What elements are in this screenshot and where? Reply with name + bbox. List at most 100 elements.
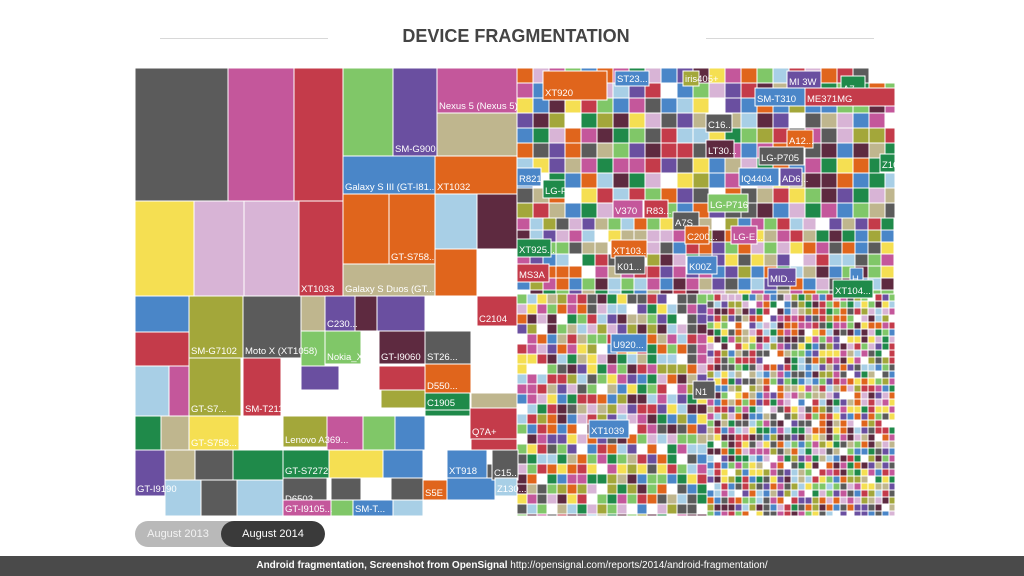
long-tail-device-tile[interactable] — [612, 97, 630, 114]
long-tail-device-tile[interactable] — [762, 468, 771, 477]
long-tail-device-tile[interactable] — [546, 493, 558, 505]
long-tail-device-tile[interactable] — [748, 433, 757, 442]
long-tail-device-tile[interactable] — [526, 343, 538, 355]
long-tail-device-tile[interactable] — [711, 289, 726, 295]
long-tail-device-tile[interactable] — [841, 241, 856, 255]
long-tail-device-tile[interactable] — [616, 323, 628, 335]
device-tile[interactable] — [164, 449, 196, 481]
long-tail-device-tile[interactable] — [580, 112, 598, 129]
long-tail-device-tile[interactable] — [762, 349, 771, 358]
long-tail-device-tile[interactable] — [790, 426, 799, 435]
long-tail-device-tile[interactable] — [762, 363, 771, 372]
long-tail-device-tile[interactable] — [741, 314, 750, 323]
long-tail-device-tile[interactable] — [825, 300, 834, 309]
long-tail-device-tile[interactable] — [769, 370, 778, 379]
long-tail-device-tile[interactable] — [607, 277, 622, 291]
long-tail-device-tile[interactable] — [594, 289, 609, 295]
long-tail-device-tile[interactable] — [888, 426, 895, 435]
long-tail-device-tile[interactable] — [815, 241, 830, 255]
long-tail-device-tile[interactable] — [804, 157, 822, 174]
device-tile[interactable] — [324, 330, 362, 365]
long-tail-device-tile[interactable] — [769, 349, 778, 358]
long-tail-device-tile[interactable] — [762, 398, 771, 407]
long-tail-device-tile[interactable] — [526, 363, 538, 375]
long-tail-device-tile[interactable] — [828, 253, 843, 267]
long-tail-device-tile[interactable] — [846, 412, 855, 421]
long-tail-device-tile[interactable] — [713, 307, 722, 316]
long-tail-device-tile[interactable] — [888, 468, 895, 477]
long-tail-device-tile[interactable] — [748, 377, 757, 386]
long-tail-device-tile[interactable] — [802, 229, 817, 243]
long-tail-device-tile[interactable] — [606, 373, 618, 385]
long-tail-device-tile[interactable] — [832, 489, 841, 498]
long-tail-device-tile[interactable] — [727, 398, 736, 407]
long-tail-device-tile[interactable] — [734, 503, 743, 512]
long-tail-device-tile[interactable] — [526, 303, 538, 315]
long-tail-device-tile[interactable] — [804, 398, 813, 407]
long-tail-device-tile[interactable] — [846, 468, 855, 477]
long-tail-device-tile[interactable] — [713, 370, 722, 379]
long-tail-device-tile[interactable] — [797, 328, 806, 337]
long-tail-device-tile[interactable] — [762, 419, 771, 428]
long-tail-device-tile[interactable] — [789, 253, 804, 267]
long-tail-device-tile[interactable] — [556, 513, 568, 516]
long-tail-device-tile[interactable] — [546, 453, 558, 465]
long-tail-device-tile[interactable] — [580, 202, 598, 219]
long-tail-device-tile[interactable] — [676, 97, 694, 114]
long-tail-device-tile[interactable] — [881, 293, 890, 302]
long-tail-device-tile[interactable] — [804, 202, 822, 219]
long-tail-device-tile[interactable] — [586, 343, 598, 355]
long-tail-device-tile[interactable] — [606, 513, 618, 516]
long-tail-device-tile[interactable] — [804, 391, 813, 400]
long-tail-device-tile[interactable] — [526, 403, 538, 415]
device-tile[interactable] — [424, 363, 472, 394]
long-tail-device-tile[interactable] — [860, 377, 869, 386]
long-tail-device-tile[interactable] — [748, 447, 757, 456]
long-tail-device-tile[interactable] — [769, 510, 778, 516]
long-tail-device-tile[interactable] — [616, 383, 628, 395]
long-tail-device-tile[interactable] — [720, 335, 729, 344]
long-tail-device-tile[interactable] — [769, 342, 778, 351]
long-tail-device-tile[interactable] — [748, 356, 757, 365]
long-tail-device-tile[interactable] — [606, 393, 618, 405]
long-tail-device-tile[interactable] — [616, 513, 628, 516]
long-tail-device-tile[interactable] — [748, 412, 757, 421]
long-tail-device-tile[interactable] — [783, 349, 792, 358]
long-tail-device-tile[interactable] — [825, 328, 834, 337]
long-tail-device-tile[interactable] — [853, 482, 862, 491]
long-tail-device-tile[interactable] — [536, 413, 548, 425]
long-tail-device-tile[interactable] — [867, 229, 882, 243]
long-tail-device-tile[interactable] — [737, 265, 752, 279]
long-tail-device-tile[interactable] — [586, 363, 598, 375]
long-tail-device-tile[interactable] — [556, 313, 568, 325]
long-tail-device-tile[interactable] — [776, 377, 785, 386]
long-tail-device-tile[interactable] — [646, 293, 658, 305]
long-tail-device-tile[interactable] — [874, 370, 883, 379]
long-tail-device-tile[interactable] — [748, 419, 757, 428]
long-tail-device-tile[interactable] — [881, 349, 890, 358]
device-tile[interactable] — [232, 449, 284, 481]
long-tail-device-tile[interactable] — [696, 503, 708, 515]
long-tail-device-tile[interactable] — [867, 391, 876, 400]
long-tail-device-tile[interactable] — [867, 405, 876, 414]
long-tail-device-tile[interactable] — [676, 453, 688, 465]
long-tail-device-tile[interactable] — [836, 187, 854, 204]
long-tail-device-tile[interactable] — [832, 370, 841, 379]
long-tail-device-tile[interactable] — [776, 475, 785, 484]
long-tail-device-tile[interactable] — [656, 473, 668, 485]
long-tail-device-tile[interactable] — [874, 363, 883, 372]
long-tail-device-tile[interactable] — [860, 447, 869, 456]
long-tail-device-tile[interactable] — [790, 335, 799, 344]
long-tail-device-tile[interactable] — [818, 300, 827, 309]
long-tail-device-tile[interactable] — [536, 463, 548, 475]
long-tail-device-tile[interactable] — [516, 313, 528, 325]
long-tail-device-tile[interactable] — [881, 335, 890, 344]
device-tile[interactable] — [476, 295, 518, 327]
long-tail-device-tile[interactable] — [818, 482, 827, 491]
long-tail-device-tile[interactable] — [740, 142, 758, 159]
long-tail-device-tile[interactable] — [860, 482, 869, 491]
long-tail-device-tile[interactable] — [790, 328, 799, 337]
long-tail-device-tile[interactable] — [881, 356, 890, 365]
long-tail-device-tile[interactable] — [748, 398, 757, 407]
long-tail-device-tile[interactable] — [741, 405, 750, 414]
